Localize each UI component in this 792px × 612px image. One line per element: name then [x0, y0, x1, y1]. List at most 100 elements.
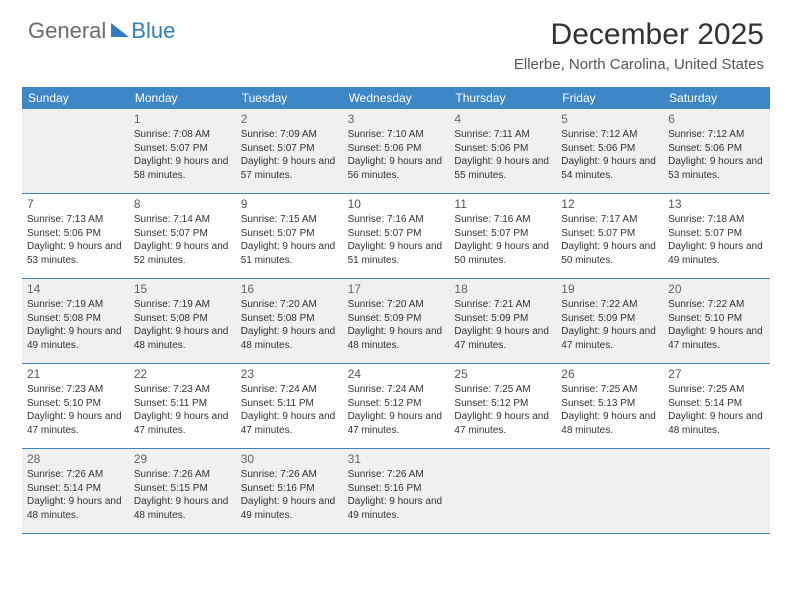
day-cell: 1Sunrise: 7:08 AMSunset: 5:07 PMDaylight… — [129, 109, 236, 193]
sunset-text: Sunset: 5:16 PM — [348, 482, 445, 496]
daylight-text: Daylight: 9 hours and 48 minutes. — [668, 410, 765, 437]
day-number: 3 — [348, 112, 445, 126]
sunrise-text: Sunrise: 7:25 AM — [454, 383, 551, 397]
sunrise-text: Sunrise: 7:17 AM — [561, 213, 658, 227]
day-number: 4 — [454, 112, 551, 126]
sunset-text: Sunset: 5:09 PM — [561, 312, 658, 326]
day-cell: 10Sunrise: 7:16 AMSunset: 5:07 PMDayligh… — [343, 194, 450, 278]
day-cell: 25Sunrise: 7:25 AMSunset: 5:12 PMDayligh… — [449, 364, 556, 448]
day-number: 15 — [134, 282, 231, 296]
sunset-text: Sunset: 5:12 PM — [348, 397, 445, 411]
sunrise-text: Sunrise: 7:26 AM — [134, 468, 231, 482]
day-cell: 6Sunrise: 7:12 AMSunset: 5:06 PMDaylight… — [663, 109, 770, 193]
day-number: 23 — [241, 367, 338, 381]
logo-triangle-icon — [111, 23, 129, 37]
day-cell: 9Sunrise: 7:15 AMSunset: 5:07 PMDaylight… — [236, 194, 343, 278]
day-cell: 13Sunrise: 7:18 AMSunset: 5:07 PMDayligh… — [663, 194, 770, 278]
sunset-text: Sunset: 5:10 PM — [27, 397, 124, 411]
sunset-text: Sunset: 5:07 PM — [561, 227, 658, 241]
day-number: 14 — [27, 282, 124, 296]
sunset-text: Sunset: 5:09 PM — [454, 312, 551, 326]
daylight-text: Daylight: 9 hours and 53 minutes. — [27, 240, 124, 267]
day-cell: 29Sunrise: 7:26 AMSunset: 5:15 PMDayligh… — [129, 449, 236, 533]
sunrise-text: Sunrise: 7:12 AM — [668, 128, 765, 142]
day-number: 26 — [561, 367, 658, 381]
sunrise-text: Sunrise: 7:19 AM — [134, 298, 231, 312]
sunrise-text: Sunrise: 7:22 AM — [561, 298, 658, 312]
day-number: 18 — [454, 282, 551, 296]
sunset-text: Sunset: 5:15 PM — [134, 482, 231, 496]
day-number: 27 — [668, 367, 765, 381]
day-cell: 26Sunrise: 7:25 AMSunset: 5:13 PMDayligh… — [556, 364, 663, 448]
day-number: 11 — [454, 197, 551, 211]
day-number: 22 — [134, 367, 231, 381]
sunset-text: Sunset: 5:06 PM — [668, 142, 765, 156]
sunset-text: Sunset: 5:07 PM — [241, 142, 338, 156]
day-cell: 28Sunrise: 7:26 AMSunset: 5:14 PMDayligh… — [22, 449, 129, 533]
sunset-text: Sunset: 5:14 PM — [27, 482, 124, 496]
day-cell — [663, 449, 770, 533]
day-cell: 18Sunrise: 7:21 AMSunset: 5:09 PMDayligh… — [449, 279, 556, 363]
day-cell: 30Sunrise: 7:26 AMSunset: 5:16 PMDayligh… — [236, 449, 343, 533]
sunrise-text: Sunrise: 7:22 AM — [668, 298, 765, 312]
sunrise-text: Sunrise: 7:26 AM — [241, 468, 338, 482]
day-header: Saturday — [663, 87, 770, 109]
daylight-text: Daylight: 9 hours and 48 minutes. — [348, 325, 445, 352]
day-number: 31 — [348, 452, 445, 466]
day-header: Friday — [556, 87, 663, 109]
weeks-container: 1Sunrise: 7:08 AMSunset: 5:07 PMDaylight… — [22, 109, 770, 534]
week-row: 28Sunrise: 7:26 AMSunset: 5:14 PMDayligh… — [22, 449, 770, 534]
day-cell: 20Sunrise: 7:22 AMSunset: 5:10 PMDayligh… — [663, 279, 770, 363]
sunrise-text: Sunrise: 7:11 AM — [454, 128, 551, 142]
sunset-text: Sunset: 5:06 PM — [561, 142, 658, 156]
sunrise-text: Sunrise: 7:24 AM — [348, 383, 445, 397]
day-cell: 16Sunrise: 7:20 AMSunset: 5:08 PMDayligh… — [236, 279, 343, 363]
day-cell: 22Sunrise: 7:23 AMSunset: 5:11 PMDayligh… — [129, 364, 236, 448]
daylight-text: Daylight: 9 hours and 48 minutes. — [561, 410, 658, 437]
day-number: 24 — [348, 367, 445, 381]
sunrise-text: Sunrise: 7:10 AM — [348, 128, 445, 142]
sunset-text: Sunset: 5:06 PM — [27, 227, 124, 241]
sunset-text: Sunset: 5:07 PM — [134, 142, 231, 156]
sunrise-text: Sunrise: 7:23 AM — [27, 383, 124, 397]
sunrise-text: Sunrise: 7:16 AM — [348, 213, 445, 227]
logo: General Blue — [28, 18, 175, 44]
daylight-text: Daylight: 9 hours and 56 minutes. — [348, 155, 445, 182]
daylight-text: Daylight: 9 hours and 51 minutes. — [348, 240, 445, 267]
sunrise-text: Sunrise: 7:26 AM — [348, 468, 445, 482]
sunrise-text: Sunrise: 7:12 AM — [561, 128, 658, 142]
daylight-text: Daylight: 9 hours and 58 minutes. — [134, 155, 231, 182]
day-number: 1 — [134, 112, 231, 126]
day-cell: 5Sunrise: 7:12 AMSunset: 5:06 PMDaylight… — [556, 109, 663, 193]
sunrise-text: Sunrise: 7:16 AM — [454, 213, 551, 227]
day-number: 6 — [668, 112, 765, 126]
daylight-text: Daylight: 9 hours and 47 minutes. — [454, 410, 551, 437]
sunrise-text: Sunrise: 7:09 AM — [241, 128, 338, 142]
daylight-text: Daylight: 9 hours and 51 minutes. — [241, 240, 338, 267]
logo-word-2: Blue — [131, 18, 175, 44]
sunrise-text: Sunrise: 7:20 AM — [241, 298, 338, 312]
sunset-text: Sunset: 5:08 PM — [134, 312, 231, 326]
day-header-row: SundayMondayTuesdayWednesdayThursdayFrid… — [22, 87, 770, 109]
sunset-text: Sunset: 5:12 PM — [454, 397, 551, 411]
day-number: 29 — [134, 452, 231, 466]
day-number: 12 — [561, 197, 658, 211]
day-cell — [22, 109, 129, 193]
day-number: 8 — [134, 197, 231, 211]
daylight-text: Daylight: 9 hours and 55 minutes. — [454, 155, 551, 182]
day-number: 13 — [668, 197, 765, 211]
sunset-text: Sunset: 5:06 PM — [348, 142, 445, 156]
day-number: 30 — [241, 452, 338, 466]
week-row: 21Sunrise: 7:23 AMSunset: 5:10 PMDayligh… — [22, 364, 770, 449]
day-header: Wednesday — [343, 87, 450, 109]
day-cell: 31Sunrise: 7:26 AMSunset: 5:16 PMDayligh… — [343, 449, 450, 533]
day-header: Monday — [129, 87, 236, 109]
daylight-text: Daylight: 9 hours and 48 minutes. — [241, 325, 338, 352]
day-cell: 11Sunrise: 7:16 AMSunset: 5:07 PMDayligh… — [449, 194, 556, 278]
day-cell: 14Sunrise: 7:19 AMSunset: 5:08 PMDayligh… — [22, 279, 129, 363]
sunset-text: Sunset: 5:07 PM — [241, 227, 338, 241]
sunrise-text: Sunrise: 7:20 AM — [348, 298, 445, 312]
daylight-text: Daylight: 9 hours and 49 minutes. — [241, 495, 338, 522]
daylight-text: Daylight: 9 hours and 48 minutes. — [27, 495, 124, 522]
calendar: SundayMondayTuesdayWednesdayThursdayFrid… — [22, 87, 770, 534]
